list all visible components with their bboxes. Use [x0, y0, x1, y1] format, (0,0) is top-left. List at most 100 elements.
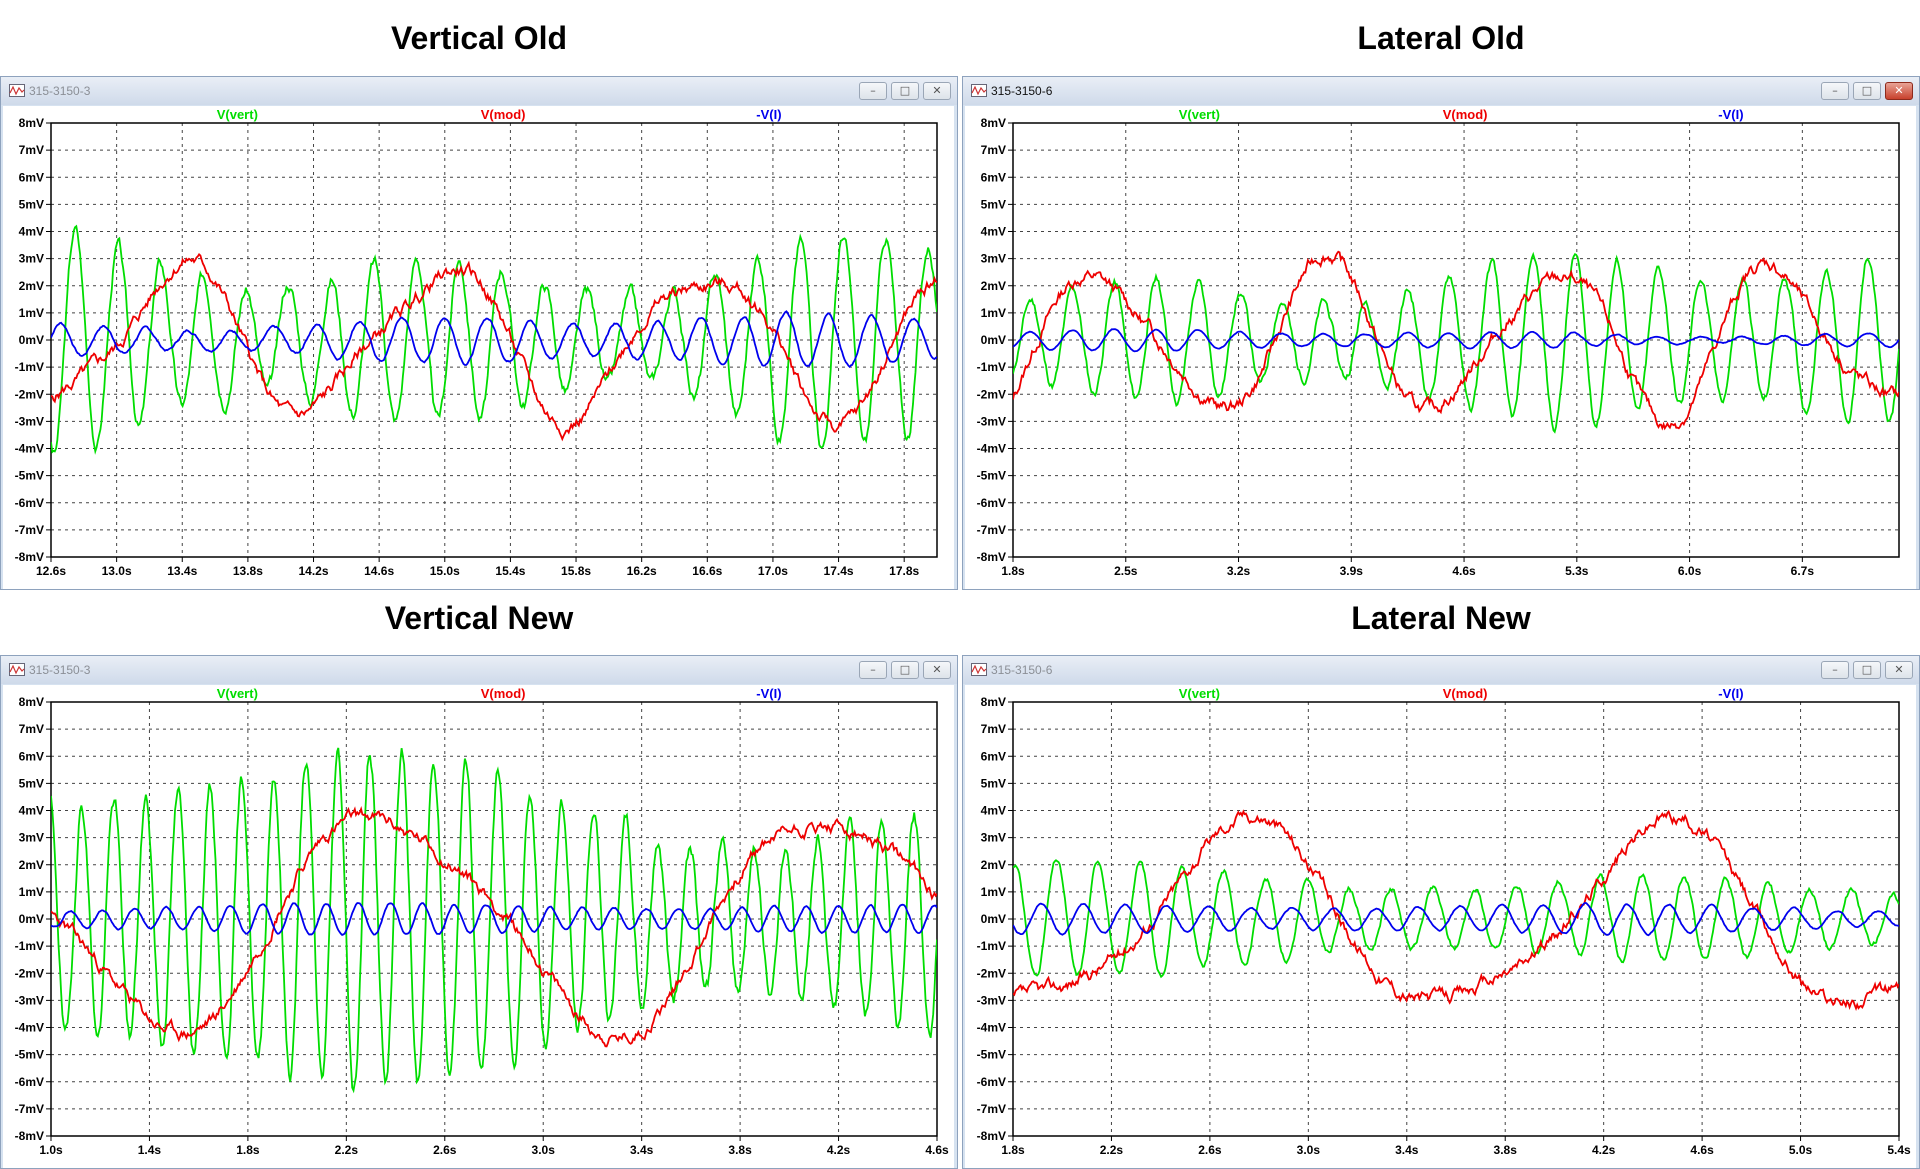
window-titlebar[interactable]: 315-3150-3 – □ ✕	[1, 77, 957, 105]
legend-entry: V(mod)	[481, 686, 526, 701]
window-titlebar[interactable]: 315-3150-3 – □ ✕	[1, 656, 957, 684]
y-tick-label: -8mV	[15, 550, 44, 564]
y-tick-label: 6mV	[981, 170, 1006, 184]
y-tick-label: 0mV	[981, 912, 1006, 926]
x-tick-label: 1.8s	[1001, 564, 1025, 578]
series-line	[51, 805, 937, 1048]
minimize-button[interactable]: –	[859, 661, 887, 679]
window-titlebar[interactable]: 315-3150-6 – □ ✕	[963, 656, 1919, 684]
y-tick-label: 8mV	[981, 695, 1006, 709]
waveform-chart: 8mV 7mV 6mV 5mV 4mV 3mV 2mV 1mV 0mV -1mV -2mV -3mV -…	[15, 107, 938, 578]
y-tick-label: -5mV	[977, 469, 1006, 483]
plot-window-vertical-new[interactable]: 315-3150-3 – □ ✕ 8mV 7mV 6mV 5mV 4mV 3mV 2mV 1mV 0mV…	[0, 655, 958, 1169]
x-tick-label: 6.0s	[1678, 564, 1702, 578]
x-tick-label: 1.4s	[138, 1143, 162, 1157]
y-tick-label: -1mV	[977, 939, 1006, 953]
x-tick-label: 13.0s	[102, 564, 132, 578]
minimize-button[interactable]: –	[859, 82, 887, 100]
plot-area[interactable]: 8mV 7mV 6mV 5mV 4mV 3mV 2mV 1mV 0mV -1mV -2mV -3mV -…	[3, 106, 954, 589]
y-tick-label: -1mV	[15, 360, 44, 374]
y-tick-label: 8mV	[19, 116, 44, 130]
plot-window-vertical-old[interactable]: 315-3150-3 – □ ✕ 8mV 7mV 6mV 5mV 4mV 3mV 2mV 1mV 0mV…	[0, 76, 958, 590]
x-tick-label: 3.8s	[1494, 1143, 1518, 1157]
panel-heading-vertical-new: Vertical New	[384, 600, 574, 636]
legend-entry: -V(I)	[756, 686, 781, 701]
maximize-button[interactable]: □	[891, 82, 919, 100]
y-tick-label: -4mV	[977, 442, 1006, 456]
maximize-button[interactable]: □	[1853, 82, 1881, 100]
x-tick-label: 5.4s	[1887, 1143, 1911, 1157]
y-tick-label: -2mV	[15, 966, 44, 980]
series-line	[1013, 250, 1899, 431]
close-button[interactable]: ✕	[1885, 82, 1913, 100]
legend-entry: -V(I)	[1718, 107, 1743, 122]
series-line	[51, 902, 937, 936]
close-button[interactable]: ✕	[1885, 661, 1913, 679]
legend-entry: V(vert)	[1179, 686, 1220, 701]
y-tick-label: 4mV	[19, 225, 44, 239]
x-tick-label: 1.8s	[1001, 1143, 1025, 1157]
x-tick-label: 1.0s	[39, 1143, 63, 1157]
series-line	[1013, 901, 1899, 937]
panel-heading-lateral-new: Lateral New	[1351, 600, 1531, 636]
x-tick-label: 13.4s	[167, 564, 197, 578]
plot-area[interactable]: 8mV 7mV 6mV 5mV 4mV 3mV 2mV 1mV 0mV -1mV -2mV -3mV -…	[965, 685, 1916, 1168]
x-tick-label: 16.6s	[692, 564, 722, 578]
legend-entry: V(mod)	[1443, 686, 1488, 701]
y-tick-label: 2mV	[981, 858, 1006, 872]
y-tick-label: -5mV	[15, 469, 44, 483]
y-tick-label: 5mV	[981, 776, 1006, 790]
y-tick-label: -1mV	[15, 939, 44, 953]
series-line	[1013, 328, 1899, 353]
y-tick-label: -6mV	[977, 1075, 1006, 1089]
window-titlebar[interactable]: 315-3150-6 – □ ✕	[963, 77, 1919, 105]
y-tick-label: -4mV	[15, 1021, 44, 1035]
close-button[interactable]: ✕	[923, 82, 951, 100]
y-tick-label: 3mV	[981, 252, 1006, 266]
plot-frame	[50, 701, 938, 1137]
series-line	[1013, 809, 1899, 1012]
maximize-button[interactable]: □	[891, 661, 919, 679]
x-tick-label: 3.9s	[1340, 564, 1364, 578]
window-title: 315-3150-6	[991, 663, 1053, 677]
y-tick-label: -2mV	[15, 387, 44, 401]
x-tick-label: 3.0s	[532, 1143, 556, 1157]
plot-window-lateral-new[interactable]: 315-3150-6 – □ ✕ 8mV 7mV 6mV 5mV 4mV 3mV 2mV 1mV 0mV…	[962, 655, 1920, 1169]
x-tick-label: 4.2s	[827, 1143, 851, 1157]
window-title: 315-3150-6	[991, 84, 1053, 98]
x-tick-label: 15.0s	[430, 564, 460, 578]
x-tick-label: 5.3s	[1565, 564, 1589, 578]
close-button[interactable]: ✕	[923, 661, 951, 679]
y-tick-label: 1mV	[19, 306, 44, 320]
y-tick-label: -8mV	[15, 1129, 44, 1143]
plot-area[interactable]: 8mV 7mV 6mV 5mV 4mV 3mV 2mV 1mV 0mV -1mV -2mV -3mV -…	[965, 106, 1916, 589]
y-tick-label: 7mV	[981, 143, 1006, 157]
series-line	[51, 747, 937, 1094]
plot-frame	[50, 122, 938, 558]
y-tick-label: -3mV	[977, 414, 1006, 428]
x-tick-label: 4.2s	[1592, 1143, 1616, 1157]
y-tick-label: -5mV	[977, 1048, 1006, 1062]
y-tick-label: 3mV	[981, 831, 1006, 845]
minimize-button[interactable]: –	[1821, 661, 1849, 679]
x-tick-label: 4.6s	[1452, 564, 1476, 578]
plot-area[interactable]: 8mV 7mV 6mV 5mV 4mV 3mV 2mV 1mV 0mV -1mV -2mV -3mV -…	[3, 685, 954, 1168]
y-tick-label: -4mV	[977, 1021, 1006, 1035]
plot-window-lateral-old[interactable]: 315-3150-6 – □ ✕ 8mV 7mV 6mV 5mV 4mV 3mV 2mV 1mV 0mV…	[962, 76, 1920, 590]
y-tick-label: 7mV	[19, 722, 44, 736]
y-tick-label: -8mV	[977, 550, 1006, 564]
legend-entry: V(mod)	[481, 107, 526, 122]
y-tick-label: -6mV	[977, 496, 1006, 510]
maximize-button[interactable]: □	[1853, 661, 1881, 679]
waveform-chart: 8mV 7mV 6mV 5mV 4mV 3mV 2mV 1mV 0mV -1mV -2mV -3mV -…	[15, 686, 949, 1157]
series-line	[1013, 859, 1899, 979]
y-tick-label: -5mV	[15, 1048, 44, 1062]
y-tick-label: -7mV	[977, 523, 1006, 537]
y-tick-label: 4mV	[981, 804, 1006, 818]
y-tick-label: 5mV	[19, 776, 44, 790]
y-tick-label: -4mV	[15, 442, 44, 456]
y-tick-label: 7mV	[981, 722, 1006, 736]
y-tick-label: 2mV	[19, 858, 44, 872]
x-tick-label: 15.4s	[495, 564, 525, 578]
minimize-button[interactable]: –	[1821, 82, 1849, 100]
